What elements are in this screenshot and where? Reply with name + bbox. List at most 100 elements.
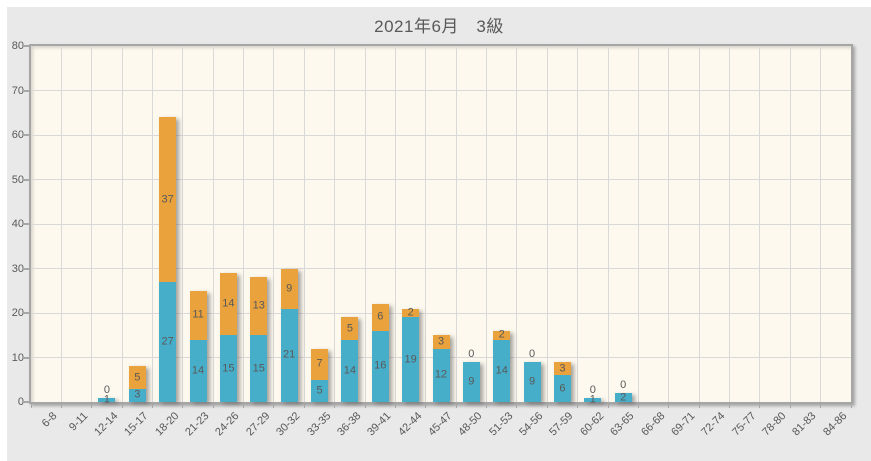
gridline-vertical: [334, 46, 336, 402]
y-axis-tick: [23, 178, 29, 181]
gridline-vertical: [820, 46, 822, 402]
x-axis-tick: [425, 404, 427, 408]
data-label: 19: [404, 353, 417, 366]
bar-segment-series1: [280, 308, 298, 402]
y-axis-label: 60: [11, 129, 24, 141]
bar-segment-series1: [402, 317, 420, 402]
bar-segment-series2: [341, 317, 359, 340]
data-label: 0: [468, 347, 475, 360]
y-axis-label: 50: [11, 173, 24, 186]
x-axis-tick: [577, 404, 579, 408]
bar-segment-series2: [128, 366, 146, 389]
bar-segment-series1: [371, 330, 389, 402]
bar-27-29: [250, 277, 268, 402]
bar-63-65: [614, 393, 632, 402]
data-label: 0: [103, 383, 110, 396]
bar-segment-series1: [98, 397, 116, 402]
bar-30-32: [280, 268, 298, 402]
bar-segment-series2: [219, 272, 237, 336]
gridline-horizontal: [31, 179, 851, 180]
data-label: 12: [434, 368, 448, 381]
data-label: 3: [134, 388, 141, 401]
bar-segment-series1: [553, 375, 571, 402]
x-axis-tick: [729, 404, 731, 408]
data-label: 27: [161, 335, 174, 348]
y-axis-label: 20: [11, 307, 24, 319]
x-axis-tick: [607, 404, 609, 408]
bar-segment-series1: [341, 339, 359, 402]
x-axis-tick: [546, 404, 548, 408]
x-axis-tick: [850, 404, 852, 408]
data-label: 9: [286, 282, 293, 295]
y-axis-tick: [23, 312, 29, 314]
data-label: 0: [589, 383, 596, 396]
data-label: 5: [316, 384, 323, 397]
bar-segment-series1: [523, 361, 541, 402]
x-axis-tick: [151, 404, 153, 408]
bar-36-38: [341, 317, 359, 402]
gridline-horizontal: [31, 312, 851, 314]
data-label: 14: [495, 364, 508, 377]
x-axis-tick: [668, 404, 670, 408]
data-label: 9: [529, 375, 536, 388]
x-axis-tick: [698, 404, 700, 408]
gridline-vertical: [60, 46, 62, 402]
bar-segment-series2: [432, 335, 450, 349]
gridline-vertical: [516, 46, 518, 402]
data-label: 9: [468, 375, 475, 388]
data-label: 3: [559, 362, 566, 375]
bar-54-56: [523, 361, 541, 402]
y-axis-tick: [23, 134, 29, 136]
x-axis-tick: [273, 404, 275, 408]
bar-segment-series1: [462, 361, 480, 402]
bar-42-44: [402, 308, 420, 402]
data-label: 13: [252, 299, 265, 312]
gridline-vertical: [698, 46, 700, 402]
bar-segment-series2: [402, 308, 420, 318]
gridline-vertical: [394, 46, 396, 402]
gridline-horizontal: [31, 223, 851, 225]
gridline-vertical: [577, 46, 579, 402]
gridline-vertical: [303, 46, 305, 402]
x-axis-tick: [30, 404, 32, 408]
data-label: 1: [103, 393, 110, 406]
data-label: 0: [620, 379, 627, 392]
x-axis-tick: [455, 404, 457, 408]
data-label: 2: [407, 306, 414, 319]
x-axis-tick: [394, 404, 396, 408]
y-axis-label: 0: [17, 396, 24, 408]
bar-segment-series1: [493, 339, 511, 402]
bar-segment-series1: [189, 339, 207, 402]
x-axis-tick: [759, 404, 761, 408]
gridline-vertical: [455, 46, 457, 402]
gridline-vertical: [729, 46, 731, 402]
x-axis-tick: [303, 404, 305, 408]
chart-area: 2021年6月 3級 1 0 3 5 27 37 14 11 15 14 15 13 21 9 5 7 14 5 1…: [7, 7, 871, 461]
x-axis-tick: [182, 404, 184, 408]
y-axis-tick: [23, 401, 29, 403]
bar-segment-series2: [280, 268, 298, 309]
gridline-vertical: [121, 46, 123, 402]
bar-24-26: [219, 272, 237, 402]
bar-segment-series1: [128, 388, 146, 402]
data-label: 5: [346, 322, 353, 335]
bar-segment-series1: [432, 348, 450, 402]
bar-48-50: [462, 361, 480, 402]
gridline-vertical: [425, 46, 427, 402]
bar-segment-series1: [614, 393, 632, 402]
data-label: 6: [559, 382, 566, 395]
gridline-vertical: [212, 46, 214, 402]
gridline-horizontal: [31, 90, 851, 91]
gridline-vertical: [759, 46, 761, 402]
bar-segment-series2: [189, 290, 207, 340]
data-label: 2: [620, 391, 627, 404]
bar-segment-series1: [584, 397, 602, 402]
gridline-vertical: [364, 46, 366, 402]
data-label: 15: [222, 362, 235, 375]
x-axis-tick: [637, 404, 639, 408]
gridline-vertical: [668, 46, 670, 402]
x-axis-tick: [121, 404, 123, 408]
bar-33-35: [311, 348, 329, 402]
bar-segment-series2: [159, 117, 177, 282]
bar-15-17: [128, 366, 146, 402]
